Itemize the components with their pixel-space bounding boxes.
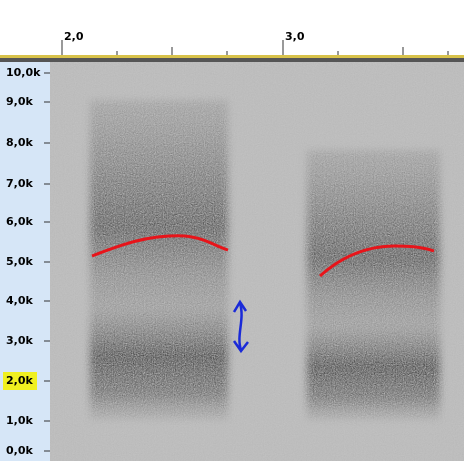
- track-border: [0, 58, 464, 62]
- label-highlight: [3, 372, 37, 390]
- frequency-label: 10,0k: [6, 66, 41, 79]
- formant-curve: [318, 244, 435, 278]
- frequency-label: 2,0k: [6, 374, 33, 387]
- frequency-label: 4,0k: [6, 294, 33, 307]
- noise: [50, 62, 464, 461]
- frequency-label: 8,0k: [6, 136, 33, 149]
- frequency-label: 9,0k: [6, 95, 33, 108]
- double-arrow: [232, 299, 249, 354]
- ruler-ticks: [61, 40, 449, 55]
- frequency-labels: 10,0k 9,0k 8,0k 7,0k 6,0k 5,0k 4,0k 3,0k 2,0k 1,0…: [3, 66, 50, 457]
- ruler-label: 3,0: [285, 30, 305, 43]
- frequency-label: 6,0k: [6, 215, 33, 228]
- frequency-label: 3,0k: [6, 334, 33, 347]
- frequency-label: 1,0k: [6, 414, 33, 427]
- frequency-label: 0,0k: [6, 444, 33, 457]
- formant-curve: [91, 234, 229, 258]
- frequency-label: 5,0k: [6, 255, 33, 268]
- frequency-label: 7,0k: [6, 177, 33, 190]
- frequency-axis: [0, 62, 50, 461]
- ruler: [0, 0, 464, 55]
- ruler-label: 2,0: [64, 30, 84, 43]
- ruler-border: [0, 55, 464, 58]
